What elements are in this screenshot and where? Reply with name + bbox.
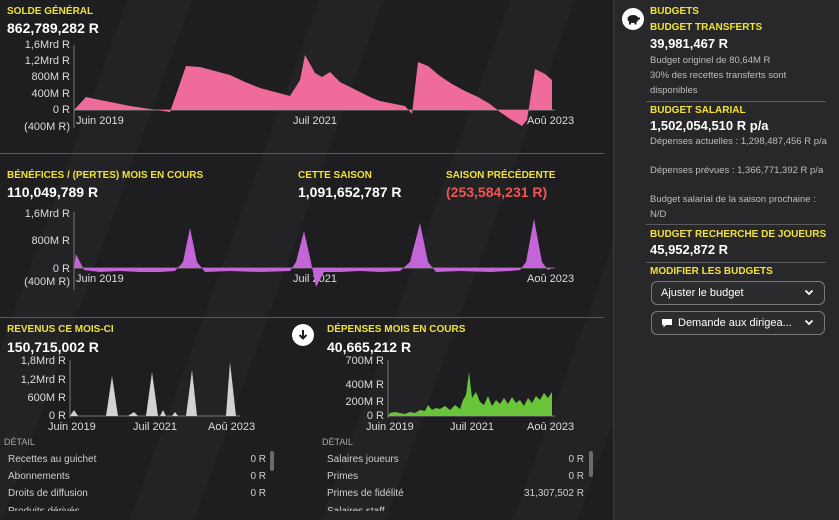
revenue-ytick: 600M R (27, 392, 66, 404)
revenue-label: REVENUS CE MOIS-CI (7, 324, 114, 335)
revenue-detail-label: Abonnements (8, 471, 70, 482)
expenses-xtick: Juin 2019 (366, 421, 414, 433)
panel-divider (646, 101, 826, 102)
wage-budget-value: 1,502,054,510 R p/a (650, 118, 769, 133)
revenue-chart (69, 360, 240, 418)
profit-chart (73, 212, 555, 290)
balance-ytick: 1,2Mrd R (24, 55, 70, 67)
adjust-budget-label: Ajuster le budget (661, 287, 744, 299)
profit-ytick: 0 R (52, 263, 70, 275)
profit-ytick: (400M R) (24, 276, 70, 288)
section-divider (0, 317, 604, 318)
expenses-area (388, 372, 552, 416)
expenses-ytick: 0 R (366, 410, 384, 422)
expenses-detail-value: 31,307,502 R (523, 488, 584, 499)
piggy-bank-icon (627, 15, 640, 25)
expenses-detail-label: Salaires staff (327, 506, 385, 517)
balance-area (74, 55, 552, 126)
panel-divider (646, 224, 826, 225)
expenses-xtick: Aoû 2023 (527, 421, 575, 433)
expenses-ytick: 400M R (345, 379, 384, 391)
revenue-detail-value: 0 R (250, 471, 266, 482)
scouting-budget-label: BUDGET RECHERCHE DE JOUEURS (650, 229, 827, 240)
transfer-budget-original: Budget originel de 80,64M R (650, 55, 771, 66)
expenses-chart (387, 360, 555, 418)
board-request-label: Demande aux dirigea... (678, 317, 792, 329)
expenses-detail-header: DÉTAIL (322, 437, 353, 447)
prev-season-value: (253,584,231 R) (446, 184, 548, 200)
balance-ytick: (400M R) (24, 121, 70, 133)
revenue-detail-header: DÉTAIL (4, 437, 35, 447)
section-divider (0, 153, 604, 154)
balance-xtick: Aoû 2023 (527, 115, 575, 127)
expenses-ytick: 700M R (345, 355, 384, 367)
revenue-ytick: 0 R (48, 410, 66, 422)
board-request-dropdown[interactable]: Demande aux dirigea... (651, 311, 825, 335)
expenses-detail-scrollbar[interactable] (589, 451, 593, 477)
revenue-ytick: 1,8Mrd R (20, 355, 66, 367)
revenue-detail-value: 0 R (250, 488, 266, 499)
this-season-value: 1,091,652,787 R (298, 184, 402, 200)
balance-xtick: Juin 2019 (76, 115, 124, 127)
speech-bubble-icon (662, 319, 672, 328)
revenue-xtick: Juin 2019 (48, 421, 96, 433)
revenue-detail-label: Produits dérivés (8, 506, 80, 517)
expenses-detail-value: 0 R (568, 454, 584, 465)
expenses-xtick: Juil 2021 (450, 421, 495, 433)
budgets-panel: BUDGETS BUDGET TRANSFERTS 39,981,467 R B… (613, 0, 839, 520)
revenue-xtick: Juil 2021 (133, 421, 178, 433)
budgets-title: BUDGETS (650, 6, 699, 17)
arrow-down-icon (298, 330, 308, 340)
balance-ytick: 0 R (52, 104, 70, 116)
chevron-down-icon (804, 319, 814, 326)
revenue-detail-label: Recettes au guichet (8, 454, 97, 465)
balance-value: 862,789,282 R (7, 20, 99, 36)
balance-label: SOLDE GÉNÉRAL (7, 6, 94, 17)
revenue-ytick: 1,2Mrd R (20, 374, 66, 386)
profit-label: BÉNÉFICES / (PERTES) MOIS EN COURS (7, 170, 204, 181)
transfer-budget-revenue-share: 30% des recettes transferts sont disponi… (650, 70, 787, 96)
revenue-value: 150,715,002 R (7, 339, 99, 355)
expenses-value: 40,665,212 R (327, 339, 412, 355)
wage-current-spend: Dépenses actuelles : 1,298,487,456 R p/a (650, 136, 827, 147)
chevron-down-icon (804, 289, 814, 296)
download-button[interactable] (292, 324, 314, 346)
revenue-detail-value: 0 R (250, 454, 266, 465)
balance-ytick: 400M R (31, 88, 70, 100)
modify-budgets-label: MODIFIER LES BUDGETS (650, 266, 773, 277)
balance-ytick: 1,6Mrd R (24, 39, 70, 51)
expenses-label: DÉPENSES MOIS EN COURS (327, 324, 466, 335)
profit-ytick: 800M R (31, 235, 70, 247)
panel-divider (646, 262, 826, 263)
profit-xtick: Aoû 2023 (527, 273, 575, 285)
revenue-xtick: Aoû 2023 (208, 421, 256, 433)
balance-xtick: Juil 2021 (293, 115, 338, 127)
piggy-bank-badge (622, 8, 644, 30)
expenses-detail-label: Primes (327, 471, 359, 482)
expenses-detail-label: Primes de fidélité (327, 488, 404, 499)
this-season-label: CETTE SAISON (298, 170, 372, 181)
profit-value: 110,049,789 R (7, 184, 99, 200)
prev-season-label: SAISON PRÉCÉDENTE (446, 170, 556, 181)
balance-ytick: 800M R (31, 71, 70, 83)
revenue-detail-scrollbar[interactable] (270, 451, 274, 471)
profit-xtick: Juin 2019 (76, 273, 124, 285)
transfer-budget-value: 39,981,467 R (650, 36, 729, 51)
balance-chart (73, 45, 555, 128)
transfer-budget-label: BUDGET TRANSFERTS (650, 22, 763, 33)
wage-planned-spend: Dépenses prévues : 1,366,771,392 R p/a (650, 165, 824, 176)
expenses-ytick: 200M R (345, 396, 384, 408)
scouting-budget-value: 45,952,872 R (650, 242, 729, 257)
expenses-detail-value: 0 R (568, 471, 584, 482)
wage-budget-label: BUDGET SALARIAL (650, 105, 746, 116)
expenses-detail-label: Salaires joueurs (327, 454, 399, 465)
profit-ytick: 1,6Mrd R (24, 208, 70, 220)
wage-next-season: Budget salarial de la saison prochaine :… (650, 194, 816, 220)
revenue-detail-label: Droits de diffusion (8, 488, 88, 499)
adjust-budget-dropdown[interactable]: Ajuster le budget (651, 281, 825, 305)
revenue-area (70, 362, 236, 416)
